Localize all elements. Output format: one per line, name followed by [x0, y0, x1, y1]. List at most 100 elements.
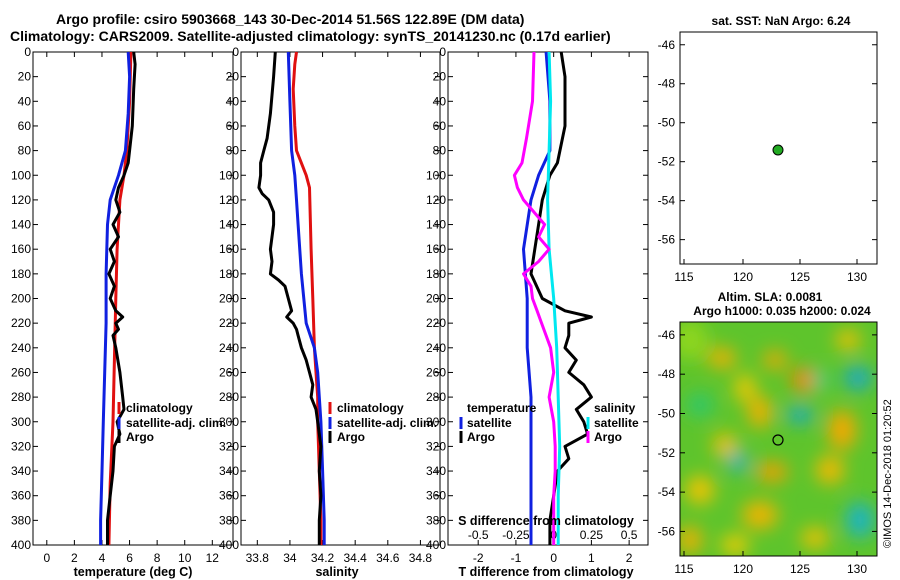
salinity-legend: climatology satellite-adj. clim. Argo [328, 401, 437, 444]
y-tick-label: 0 [24, 45, 31, 59]
y-tick-label: 360 [219, 489, 239, 503]
y-tick-label: 100 [219, 168, 239, 182]
y-tick-label: 160 [219, 242, 239, 256]
salinity-panel: 0 20 40 60 80 100 120 140 160 180 200 220 240 260 280 3… [219, 45, 441, 579]
map-y-tick-label: -48 [658, 77, 676, 91]
salinity-xlabel: salinity [315, 565, 358, 579]
argo-location-marker [772, 434, 784, 446]
difference-x2label: S difference from climatology [458, 514, 634, 528]
map-y-tick-label: -52 [658, 446, 676, 460]
y-tick-label: 20 [226, 70, 240, 84]
x-tick-label: 0 [550, 551, 557, 565]
y-tick-label: 260 [426, 365, 446, 379]
sla-map-panel: Altim. SLA: 0.0081 Argo h1000: 0.035 h20… [658, 290, 878, 576]
map-y-tick-label: -56 [658, 233, 676, 247]
y-tick-label: 140 [11, 218, 31, 232]
y-tick-label: 260 [219, 365, 239, 379]
map-y-tick-label: -46 [658, 38, 676, 52]
map-x-tick-label: 120 [733, 562, 753, 576]
series-line-temperature-argo [529, 51, 593, 545]
y-tick-label: 140 [219, 218, 239, 232]
map-y-tick-label: -54 [658, 194, 676, 208]
x-tick-label: 6 [126, 551, 133, 565]
y-tick-label: 180 [11, 267, 31, 281]
sst-map-frame [679, 31, 878, 265]
map-x-tick-label: 130 [847, 562, 867, 576]
y-tick-label: 220 [426, 316, 446, 330]
legend-label-sal-satellite: satellite [594, 416, 639, 430]
x-tick-label: 33.8 [246, 551, 270, 565]
sla-field [680, 322, 877, 556]
y-tick-label: 400 [219, 538, 239, 552]
y-tick-label: 40 [18, 94, 32, 108]
x2-tick-label: -0.5 [468, 528, 489, 542]
x-tick-label: 34.4 [344, 551, 368, 565]
y-tick-label: 120 [426, 193, 446, 207]
y-tick-label: 60 [433, 119, 447, 133]
temperature-panel: 0204060801001201401601802002202402602803… [11, 45, 234, 579]
x2-tick-label: 0.25 [580, 528, 604, 542]
y-tick-label: 280 [426, 390, 446, 404]
y-tick-label: 340 [219, 464, 239, 478]
difference-plot-frame [447, 51, 649, 546]
y-tick-label: 300 [426, 415, 446, 429]
x-tick-label: 34.2 [311, 551, 335, 565]
x-tick-label: 4 [99, 551, 106, 565]
legend-label-temp-argo: Argo [467, 430, 495, 444]
y-tick-label: 80 [18, 144, 32, 158]
y-tick-label: 400 [11, 538, 31, 552]
legend-label-sal-argo: Argo [594, 430, 622, 444]
legend-label-argo: Argo [126, 430, 154, 444]
y-tick-label: 0 [439, 45, 446, 59]
y-tick-label: 0 [232, 45, 239, 59]
x-tick-label: 8 [154, 551, 161, 565]
y-tick-label: 400 [426, 538, 446, 552]
map-y-tick-label: -52 [658, 155, 676, 169]
y-tick-label: 80 [226, 144, 240, 158]
x-tick-label: 10 [178, 551, 192, 565]
y-tick-label: 20 [433, 70, 447, 84]
legend-label-satellite-adj: satellite-adj. clim. [126, 416, 226, 430]
y-tick-label: 160 [11, 242, 31, 256]
map-y-tick-label: -54 [658, 485, 676, 499]
map-y-tick-label: -50 [658, 116, 676, 130]
y-tick-label: 100 [11, 168, 31, 182]
y-tick-label: 320 [11, 439, 31, 453]
legend-label-argo: Argo [337, 430, 365, 444]
sla-map-title-line1: Altim. SLA: 0.0081 [718, 290, 823, 304]
y-tick-label: 220 [219, 316, 239, 330]
y-tick-label: 380 [11, 513, 31, 527]
x-tick-label: 12 [206, 551, 220, 565]
sla-anomalies [680, 322, 874, 555]
y-tick-label: 220 [11, 316, 31, 330]
sla-map-frame [679, 321, 878, 557]
y-tick-label: 380 [219, 513, 239, 527]
salinity-plot-frame [240, 51, 441, 546]
y-tick-label: 200 [426, 292, 446, 306]
y-tick-label: 60 [18, 119, 32, 133]
y-tick-label: 340 [426, 464, 446, 478]
x-tick-label: 34 [283, 551, 297, 565]
y-tick-label: 240 [11, 341, 31, 355]
y-tick-label: 340 [11, 464, 31, 478]
x-tick-label: -1 [511, 551, 522, 565]
x-tick-label: 34.8 [409, 551, 433, 565]
y-tick-label: 360 [11, 489, 31, 503]
y-tick-label: 120 [11, 193, 31, 207]
y-tick-label: 140 [426, 218, 446, 232]
x2-tick-label: 0.5 [621, 528, 638, 542]
x-tick-label: 2 [71, 551, 78, 565]
y-tick-label: 300 [11, 415, 31, 429]
x-tick-label: 1 [588, 551, 595, 565]
legend-title-salinity: salinity [594, 401, 636, 415]
y-tick-label: 40 [433, 94, 447, 108]
map-x-tick-label: 125 [790, 562, 810, 576]
series-line-argo [257, 51, 323, 545]
y-tick-label: 120 [219, 193, 239, 207]
map-x-tick-label: 130 [847, 270, 867, 284]
legend-label-satellite-adj: satellite-adj. clim. [337, 416, 437, 430]
series-line-salinity-argo [512, 51, 557, 545]
legend-label-temp-satellite: satellite [467, 416, 512, 430]
x2-tick-label: -0.25 [502, 528, 530, 542]
y-tick-label: 280 [219, 390, 239, 404]
